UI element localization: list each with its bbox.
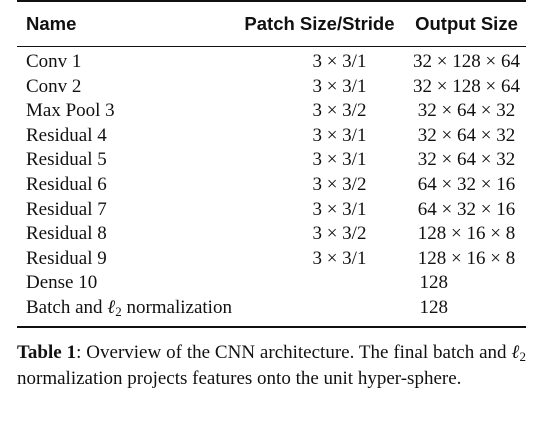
row-output: 128 × 16 × 8 [417, 223, 516, 245]
row-name: Residual 6 [26, 173, 107, 195]
row-name: Residual 8 [26, 223, 107, 245]
table-row: Conv 1 3 × 3/1 32 × 128 × 64 [17, 47, 526, 75]
table-row: Residual 9 3 × 3/1 128 × 16 × 8 [17, 247, 526, 272]
table-header-row: Name Patch Size/Stride Output Size [17, 0, 526, 47]
row-patch: 3 × 3/1 [312, 149, 367, 171]
row-name-suffix: normalization [121, 296, 232, 318]
table-row: Residual 5 3 × 3/1 32 × 64 × 32 [17, 148, 526, 173]
caption-label: Table 1 [17, 342, 77, 363]
row-output: 32 × 128 × 64 [413, 75, 520, 97]
row-name: Conv 1 [26, 51, 82, 72]
table-row: Residual 4 3 × 3/1 32 × 64 × 32 [17, 124, 526, 149]
ell-symbol: ℓ [107, 296, 116, 318]
row-output: 64 × 32 × 16 [417, 198, 516, 220]
table-row: Conv 2 3 × 3/1 32 × 128 × 64 [17, 75, 526, 100]
row-name: Max Pool 3 [26, 100, 115, 122]
header-name: Name [17, 0, 232, 47]
header-patch-size-stride: Patch Size/Stride [231, 0, 407, 47]
caption-text-1: : Overview of the CNN architecture. The … [76, 342, 512, 363]
table-row: Residual 6 3 × 3/2 64 × 32 × 16 [17, 173, 526, 198]
row-name: Residual 4 [26, 124, 107, 146]
architecture-table: Name Patch Size/Stride Output Size Conv … [17, 0, 526, 328]
table-caption: Table 1: Overview of the CNN architectur… [17, 340, 526, 392]
row-output: 64 × 32 × 16 [417, 173, 516, 195]
row-name: Conv 2 [26, 75, 82, 97]
row-output: 32 × 128 × 64 [413, 51, 520, 72]
row-patch: 3 × 3/1 [312, 247, 367, 269]
row-patch: 3 × 3/2 [312, 173, 367, 195]
row-name: Residual 7 [26, 198, 107, 220]
row-patch: 3 × 3/2 [312, 223, 367, 245]
row-name: Residual 5 [26, 149, 107, 171]
row-patch: 3 × 3/1 [312, 198, 367, 220]
row-name: Residual 9 [26, 247, 107, 269]
caption-ell-subscript: 2 [519, 349, 526, 364]
row-patch: 3 × 3/1 [312, 75, 367, 97]
row-output: 128 [419, 272, 449, 294]
row-patch: 3 × 3/1 [312, 124, 367, 146]
row-output: 128 [231, 295, 526, 328]
table-row: Residual 7 3 × 3/1 64 × 32 × 16 [17, 198, 526, 223]
row-output: 32 × 64 × 32 [417, 149, 516, 171]
row-name: Batch and ℓ2 normalization [17, 295, 232, 328]
table-row: Max Pool 3 3 × 3/2 32 × 64 × 32 [17, 99, 526, 124]
architecture-table-container: Name Patch Size/Stride Output Size Conv … [17, 0, 526, 328]
caption-text-2: normalization projects features onto the… [17, 368, 462, 389]
caption-ell-symbol: ℓ [511, 342, 520, 363]
row-output: 128 × 16 × 8 [417, 247, 516, 269]
row-patch: 3 × 3/2 [312, 100, 367, 122]
row-output: 32 × 64 × 32 [417, 124, 516, 146]
row-output: 32 × 64 × 32 [417, 100, 516, 122]
ell-subscript: 2 [115, 303, 122, 319]
header-output-size: Output Size [406, 0, 526, 47]
table-row: Batch and ℓ2 normalization 128 [17, 295, 526, 328]
row-name: Dense 10 [26, 272, 98, 294]
table-row: Residual 8 3 × 3/2 128 × 16 × 8 [17, 222, 526, 247]
row-patch: 3 × 3/1 [312, 51, 367, 72]
table-row: Dense 10 128 [17, 271, 526, 296]
row-name-prefix: Batch and [26, 296, 108, 318]
